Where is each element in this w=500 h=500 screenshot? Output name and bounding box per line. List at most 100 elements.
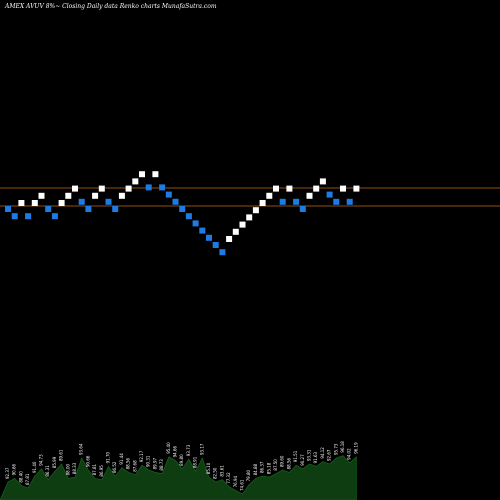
volume-label-25: 95.40 (166, 442, 171, 454)
volume-label-33: 83.61 (219, 465, 224, 477)
down-brick-25 (165, 191, 172, 198)
volume-label-12: 93.64 (79, 443, 84, 455)
volume-label-28: 93.73 (186, 444, 191, 456)
up-brick-36 (239, 221, 246, 228)
volume-label-47: 91.63 (313, 451, 318, 463)
down-brick-31 (206, 234, 212, 241)
volume-label-48: 94.12 (320, 447, 325, 459)
volume-label-2: 90.66 (12, 463, 17, 475)
up-brick-9 (58, 200, 65, 206)
up-brick-21 (139, 171, 145, 178)
down-brick-4 (25, 213, 32, 220)
up-brick-20 (132, 178, 139, 185)
volume-label-7: 86.31 (45, 465, 50, 477)
chart-title: AMEX AVUV 8%~ Closing Daily data Renko c… (4, 3, 217, 10)
volume-label-14: 87.81 (92, 463, 97, 475)
down-brick-29 (192, 220, 199, 227)
up-brick-14 (92, 192, 99, 199)
up-brick-51 (340, 185, 346, 192)
up-brick-23 (152, 171, 159, 178)
up-brick-3 (18, 200, 25, 206)
down-brick-17 (112, 206, 119, 212)
volume-panel (0, 455, 357, 500)
down-brick-22 (145, 184, 152, 191)
renko-bricks (5, 171, 360, 256)
volume-label-37: 79.80 (246, 469, 251, 481)
up-brick-46 (306, 192, 313, 199)
volume-label-15: 86.95 (99, 465, 104, 477)
volume-label-19: 88.56 (126, 457, 131, 469)
down-brick-50 (333, 198, 340, 205)
volume-label-8: 85.99 (52, 456, 57, 468)
down-brick-13 (85, 206, 92, 212)
down-brick-30 (199, 227, 206, 234)
volume-label-43: 88.56 (286, 457, 291, 469)
down-brick-24 (159, 184, 166, 191)
volume-label-51: 96.18 (340, 441, 345, 453)
up-brick-18 (118, 192, 125, 199)
up-brick-37 (246, 214, 253, 221)
up-brick-35 (232, 228, 239, 235)
down-brick-45 (299, 206, 306, 212)
down-brick-16 (105, 198, 112, 205)
down-brick-49 (326, 191, 333, 198)
volume-label-4: 87.81 (25, 473, 30, 485)
volume-label-21: 92.17 (139, 450, 144, 462)
volume-label-10: 88.00 (65, 463, 70, 475)
volume-label-26: 94.66 (173, 445, 178, 457)
up-brick-5 (31, 200, 38, 206)
down-brick-33 (219, 249, 226, 256)
volume-label-36: 74.61 (240, 479, 245, 491)
volume-label-9: 89.61 (59, 449, 64, 461)
volume-label-13: 90.66 (85, 455, 90, 467)
volume-label-53: 96.19 (353, 442, 358, 454)
up-brick-40 (266, 192, 273, 199)
volume-label-17: 86.52 (112, 461, 117, 473)
volume-label-35: 76.94 (233, 475, 238, 487)
down-brick-7 (45, 206, 52, 212)
volume-label-23: 89.97 (152, 457, 157, 469)
volume-label-27: 89.80 (179, 454, 184, 466)
down-brick-1 (5, 206, 11, 212)
down-brick-26 (172, 198, 179, 205)
down-brick-12 (78, 198, 85, 205)
volume-area (0, 455, 357, 500)
volume-label-31: 85.10 (206, 462, 211, 474)
up-brick-43 (286, 185, 293, 192)
volume-label-20: 87.68 (132, 460, 137, 472)
down-brick-42 (279, 198, 286, 205)
up-brick-19 (125, 185, 132, 192)
volume-label-18: 91.44 (119, 453, 124, 465)
up-brick-39 (259, 200, 266, 206)
volume-label-41: 87.50 (273, 459, 278, 471)
volume-label-49: 92.67 (327, 449, 332, 461)
volume-label-6: 94.73 (39, 454, 44, 466)
volume-label-3: 88.40 (18, 471, 23, 483)
volume-label-52: 94.02 (347, 448, 352, 460)
down-brick-2 (11, 213, 18, 220)
volume-label-32: 82.50 (213, 467, 218, 479)
volume-label-42: 89.60 (280, 455, 285, 467)
up-brick-6 (38, 192, 45, 199)
volume-label-40: 85.18 (266, 462, 271, 474)
volume-label-1: 92.37 (5, 467, 10, 479)
volume-label-34: 77.32 (226, 472, 231, 484)
up-brick-15 (98, 185, 105, 192)
reference-lines (0, 187, 500, 207)
volume-label-11: 88.33 (72, 462, 77, 474)
down-brick-52 (346, 198, 353, 205)
down-brick-44 (293, 198, 300, 205)
volume-label-24: 88.73 (159, 459, 164, 471)
volume-label-39: 86.37 (260, 461, 265, 473)
volume-label-16: 91.70 (106, 451, 111, 463)
down-brick-27 (179, 206, 186, 212)
up-brick-48 (319, 178, 326, 185)
volume-label-50: 95.73 (333, 443, 338, 455)
volume-label-46: 93.31 (307, 449, 312, 461)
volume-label-29: 88.91 (193, 456, 198, 468)
up-brick-11 (72, 185, 78, 192)
up-brick-53 (353, 185, 360, 192)
